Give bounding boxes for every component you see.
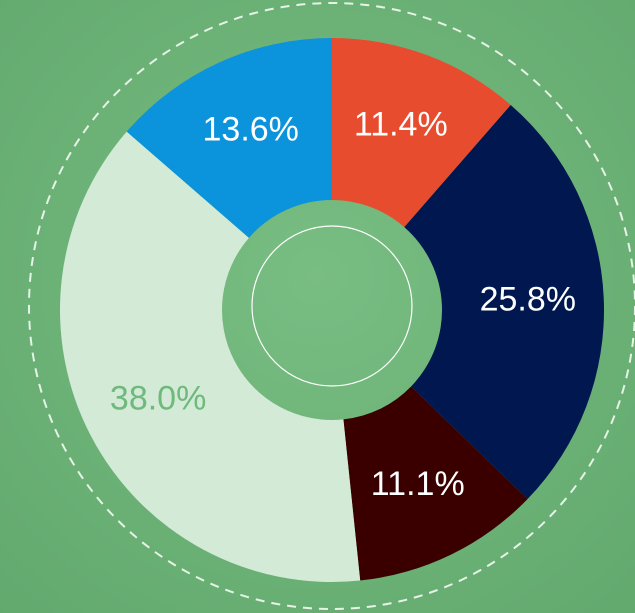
chart: 11.4% 25.8% 11.1% 38.0% 13.6% bbox=[0, 0, 635, 613]
value-label: 11.4% bbox=[354, 105, 448, 143]
value-label: 25.8% bbox=[480, 281, 576, 319]
value-label: 38.0% bbox=[110, 379, 206, 417]
value-label: 13.6% bbox=[203, 111, 299, 149]
value-label: 11.1% bbox=[371, 465, 465, 503]
